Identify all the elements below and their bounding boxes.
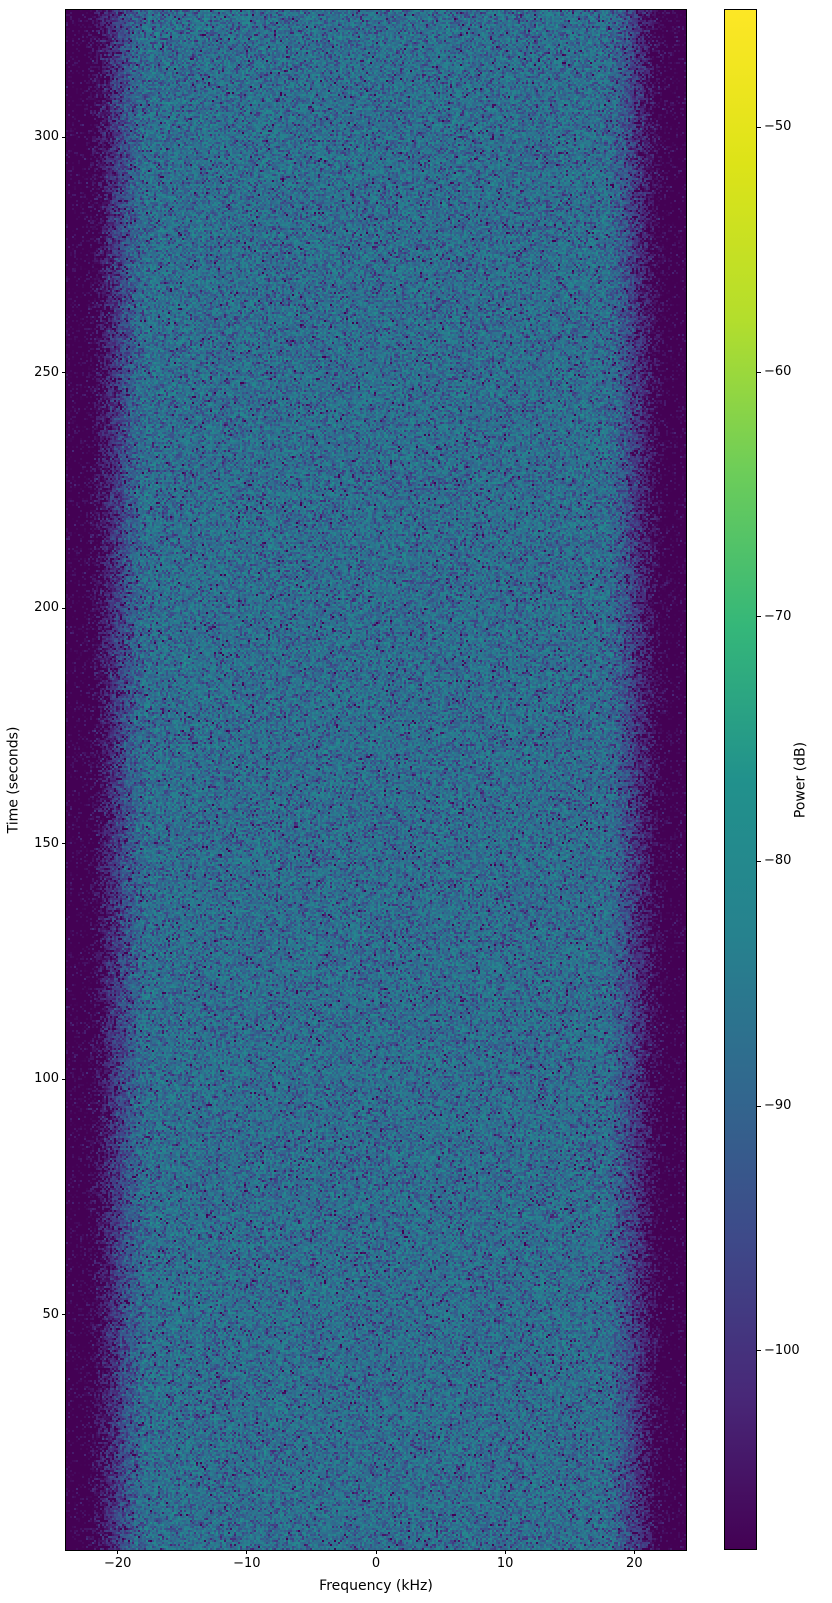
- colorbar-tick-label: −70: [764, 609, 791, 625]
- colorbar-tick-label: −50: [764, 119, 791, 135]
- x-tick-label: 20: [626, 1556, 643, 1572]
- colorbar: [724, 9, 757, 1550]
- x-tick-mark: [376, 1550, 377, 1554]
- x-axis-label: Frequency (kHz): [66, 1578, 686, 1595]
- y-tick-mark: [62, 137, 66, 138]
- x-tick-mark: [117, 1550, 118, 1554]
- colorbar-tick-label: −80: [764, 853, 791, 869]
- y-tick-mark: [62, 1314, 66, 1315]
- colorbar-gradient: [725, 10, 756, 1549]
- x-tick-label: −10: [233, 1556, 260, 1572]
- colorbar-tick-mark: [757, 1350, 761, 1351]
- colorbar-tick-mark: [757, 1106, 761, 1107]
- y-tick-label: 300: [0, 129, 59, 145]
- colorbar-tick-mark: [757, 127, 761, 128]
- colorbar-label: Power (dB): [793, 742, 810, 818]
- y-tick-mark: [62, 372, 66, 373]
- x-tick-label: 10: [497, 1556, 514, 1572]
- x-tick-label: −20: [104, 1556, 131, 1572]
- x-tick-label: 0: [372, 1556, 380, 1572]
- y-tick-mark: [62, 608, 66, 609]
- y-tick-mark: [62, 843, 66, 844]
- y-tick-label: 250: [0, 365, 59, 381]
- y-tick-label: 150: [0, 836, 59, 852]
- colorbar-tick-label: −100: [764, 1343, 800, 1359]
- colorbar-tick-mark: [757, 616, 761, 617]
- figure: −20 −10 0 10 20 50 100 150 200 250 300 −50 −60 −70 −80…: [0, 0, 832, 1603]
- colorbar-tick-mark: [757, 861, 761, 862]
- plot-area: [65, 9, 687, 1551]
- x-tick-mark: [505, 1550, 506, 1554]
- y-tick-mark: [62, 1079, 66, 1080]
- spectrogram-heatmap: [66, 10, 686, 1550]
- y-tick-label: 50: [0, 1307, 59, 1323]
- y-axis-label: Time (seconds): [6, 727, 23, 834]
- y-tick-label: 100: [0, 1071, 59, 1087]
- x-tick-mark: [246, 1550, 247, 1554]
- colorbar-tick-mark: [757, 372, 761, 373]
- colorbar-tick-label: −90: [764, 1098, 791, 1114]
- y-tick-label: 200: [0, 600, 59, 616]
- colorbar-tick-label: −60: [764, 364, 791, 380]
- x-tick-mark: [634, 1550, 635, 1554]
